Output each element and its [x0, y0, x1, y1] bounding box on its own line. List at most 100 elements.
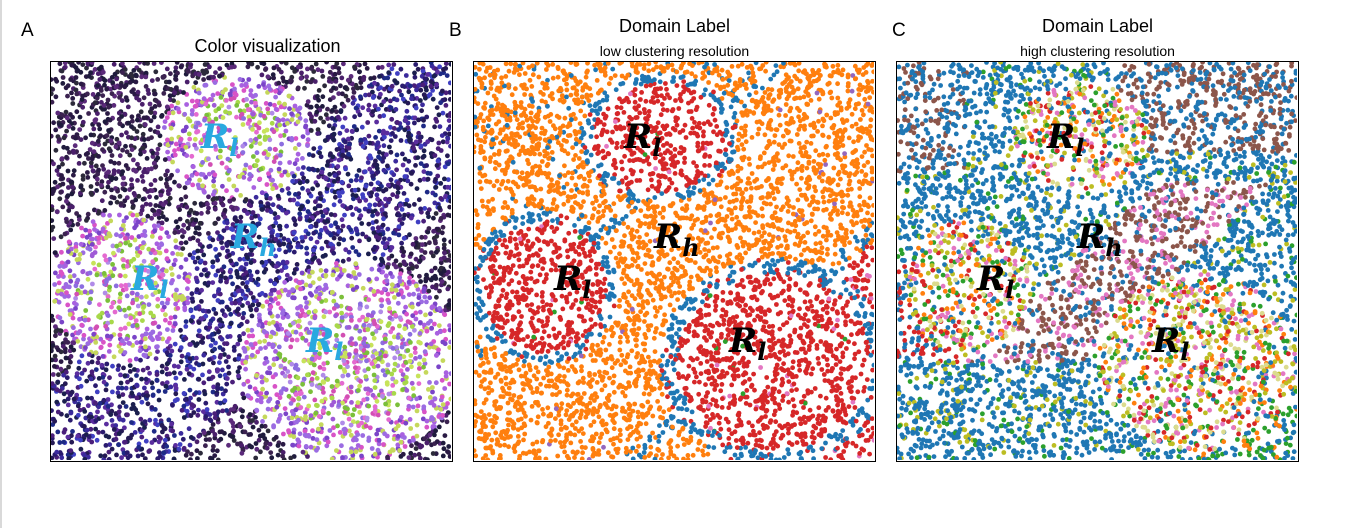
- embedding-color-spot: [219, 386, 224, 392]
- embedding-color-spot: [226, 354, 231, 360]
- embedding-color-spot: [173, 76, 178, 82]
- embedding-color-spot: [312, 397, 318, 403]
- embedding-color-spot: [174, 287, 179, 293]
- embedding-color-spot: [381, 143, 387, 149]
- embedding-color-spot: [435, 69, 440, 75]
- embedding-color-spot: [383, 273, 389, 279]
- embedding-color-spot: [392, 355, 398, 361]
- embedding-color-spot: [166, 234, 171, 240]
- embedding-color-spot: [420, 82, 426, 88]
- embedding-color-spot: [270, 186, 276, 192]
- embedding-color-spot: [134, 323, 140, 328]
- embedding-color-spot: [321, 119, 326, 125]
- embedding-color-spot: [358, 213, 364, 219]
- embedding-color-spot: [94, 176, 100, 182]
- embedding-color-spot: [147, 351, 153, 357]
- embedding-color-spot: [159, 423, 165, 428]
- embedding-color-spot: [196, 433, 202, 439]
- embedding-color-spot: [315, 210, 320, 216]
- embedding-color-spot: [242, 429, 248, 435]
- embedding-color-spot: [139, 434, 145, 440]
- embedding-color-spot: [160, 214, 166, 220]
- embedding-color-spot: [235, 369, 241, 375]
- embedding-color-spot: [183, 240, 189, 246]
- embedding-color-spot: [54, 209, 60, 215]
- embedding-color-spot: [223, 313, 228, 319]
- embedding-color-spot: [357, 383, 362, 389]
- embedding-color-spot: [94, 437, 100, 443]
- embedding-color-spot: [95, 111, 100, 116]
- embedding-color-spot: [116, 247, 122, 253]
- embedding-color-spot: [239, 450, 245, 456]
- embedding-color-spot: [165, 149, 170, 155]
- embedding-color-spot: [438, 406, 444, 412]
- embedding-color-spot: [228, 311, 234, 317]
- embedding-color-spot: [260, 303, 266, 309]
- embedding-color-spot: [324, 163, 330, 168]
- embedding-color-spot: [445, 184, 451, 190]
- embedding-color-spot: [350, 412, 356, 418]
- embedding-color-spot: [162, 157, 168, 162]
- embedding-color-spot: [159, 220, 165, 226]
- embedding-color-spot: [328, 232, 334, 238]
- embedding-color-spot: [406, 455, 412, 460]
- embedding-color-spot: [430, 451, 436, 456]
- embedding-color-spot: [430, 385, 435, 390]
- embedding-color-spot: [249, 327, 255, 333]
- embedding-color-spot: [320, 104, 325, 109]
- embedding-color-spot: [421, 148, 427, 154]
- embedding-color-spot: [417, 138, 423, 144]
- embedding-color-spot: [196, 376, 202, 382]
- embedding-color-spot: [410, 386, 416, 391]
- embedding-color-spot: [346, 183, 352, 189]
- embedding-color-spot: [391, 334, 397, 340]
- embedding-color-spot: [305, 66, 310, 72]
- embedding-color-spot: [223, 275, 228, 281]
- embedding-color-spot: [136, 113, 141, 119]
- embedding-color-spot: [74, 257, 80, 263]
- embedding-color-spot: [277, 352, 283, 357]
- embedding-color-spot: [331, 388, 336, 394]
- embedding-color-spot: [437, 124, 443, 129]
- embedding-color-spot: [240, 150, 246, 155]
- embedding-color-spot: [73, 248, 79, 254]
- embedding-color-spot: [74, 91, 80, 97]
- embedding-color-spot: [69, 62, 75, 68]
- embedding-color-spot: [160, 429, 165, 435]
- embedding-color-spot: [406, 115, 412, 120]
- embedding-color-spot: [178, 431, 184, 436]
- embedding-color-spot: [55, 409, 61, 415]
- embedding-color-spot: [415, 66, 421, 72]
- embedding-color-spot: [133, 72, 139, 78]
- embedding-color-spot: [94, 272, 100, 278]
- embedding-color-spot: [210, 280, 216, 285]
- embedding-color-spot: [88, 190, 94, 196]
- embedding-color-spot: [402, 127, 408, 133]
- embedding-color-spot: [111, 168, 117, 174]
- embedding-color-spot: [406, 266, 412, 272]
- embedding-color-spot: [345, 97, 351, 103]
- embedding-color-spot: [320, 372, 326, 378]
- embedding-color-spot: [281, 132, 287, 138]
- embedding-color-spot: [412, 202, 417, 207]
- embedding-color-spot: [243, 366, 249, 372]
- embedding-color-spot: [382, 211, 388, 217]
- embedding-color-spot: [151, 62, 157, 66]
- embedding-color-spot: [105, 404, 111, 409]
- embedding-color-spot: [341, 237, 347, 243]
- embedding-color-spot: [297, 216, 303, 222]
- embedding-color-spot: [123, 282, 128, 288]
- embedding-color-spot: [156, 388, 162, 394]
- embedding-color-spot: [327, 428, 333, 433]
- embedding-color-spot: [167, 320, 173, 326]
- embedding-color-spot: [66, 185, 71, 190]
- embedding-color-spot: [118, 283, 124, 289]
- embedding-color-spot: [397, 323, 402, 329]
- embedding-color-spot: [53, 76, 58, 82]
- embedding-color-spot: [176, 146, 182, 152]
- embedding-color-spot: [66, 150, 72, 155]
- embedding-color-spot: [326, 333, 332, 339]
- embedding-color-spot: [59, 271, 65, 277]
- embedding-color-spot: [373, 158, 378, 164]
- embedding-color-spot: [211, 178, 217, 184]
